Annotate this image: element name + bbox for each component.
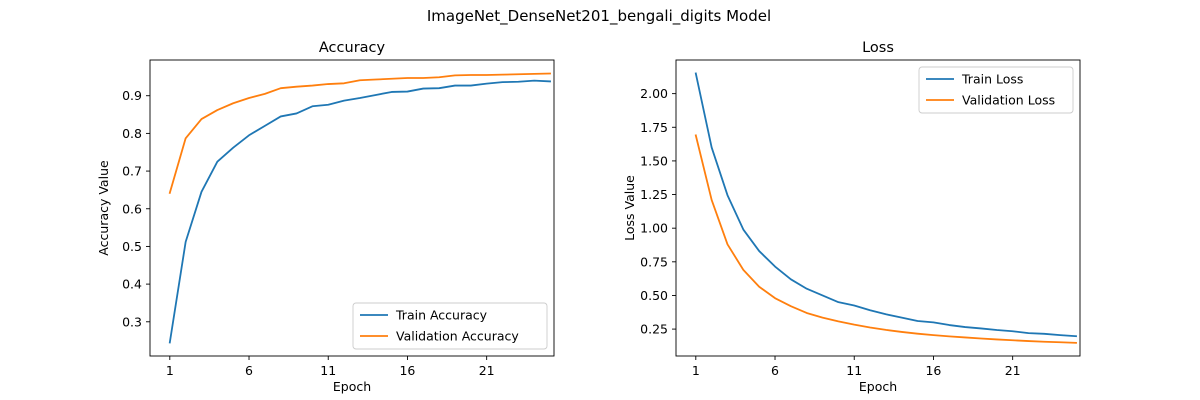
loss-y-tick-label: 1.00: [640, 221, 668, 236]
accuracy-legend-label-2: Validation Accuracy: [396, 329, 519, 344]
loss-x-tick-label: 1: [692, 363, 700, 378]
loss-legend-box: [918, 66, 1074, 114]
accuracy-legend-box: [352, 302, 548, 350]
loss-legend-label-1: Train Loss: [961, 72, 1023, 87]
loss-x-tick-label: 21: [1005, 363, 1021, 378]
accuracy-y-tick-label: 0.5: [122, 239, 142, 254]
accuracy-y-tick-label: 0.4: [122, 277, 142, 292]
loss-y-axis-label: Loss Value: [622, 175, 637, 241]
loss-x-tick-label: 6: [771, 363, 779, 378]
accuracy-y-axis-label: Accuracy Value: [96, 160, 111, 256]
loss-chart: 1 6 11 16 210.250.500.751.001.251.501.752.00…: [622, 40, 1081, 394]
loss-series-line-2: [694, 134, 1077, 344]
loss-legend-label-2: Validation Loss: [962, 93, 1055, 108]
accuracy-y-tick-label: 0.8: [122, 126, 142, 141]
accuracy-series-line-1: [168, 79, 551, 344]
loss-y-tick-label: 1.50: [640, 153, 668, 168]
loss-x-tick-label: 11: [846, 363, 862, 378]
accuracy-x-axis-label: Epoch: [333, 379, 371, 394]
accuracy-y-tick-label: 0.7: [122, 164, 142, 179]
accuracy-y-tick-label: 0.9: [122, 88, 142, 103]
loss-x-tick-label: 16: [925, 363, 941, 378]
accuracy-x-tick-label: 6: [245, 363, 253, 378]
accuracy-chart: 1 6 11 16 210.30.40.50.60.70.80.9AccuracyEpo…: [96, 40, 555, 394]
loss-y-tick-label: 0.50: [640, 288, 668, 303]
loss-chart-title: Loss: [862, 40, 894, 56]
accuracy-x-tick-label: 11: [320, 363, 336, 378]
accuracy-series-line-2: [168, 72, 551, 195]
loss-y-tick-label: 1.25: [640, 187, 668, 202]
accuracy-x-tick-label: 16: [399, 363, 415, 378]
loss-x-axis-label: Epoch: [859, 379, 897, 394]
loss-plot-frame: [675, 59, 1081, 357]
accuracy-plot-frame: [149, 59, 555, 357]
loss-y-tick-label: 0.25: [640, 322, 668, 337]
accuracy-chart-title: Accuracy: [319, 40, 386, 56]
accuracy-legend-label-1: Train Accuracy: [395, 308, 488, 323]
loss-y-tick-label: 1.75: [640, 120, 668, 135]
loss-y-tick-label: 0.75: [640, 254, 668, 269]
accuracy-x-tick-label: 21: [479, 363, 495, 378]
accuracy-y-tick-label: 0.3: [122, 314, 142, 329]
accuracy-x-tick-label: 1: [166, 363, 174, 378]
figure-title: ImageNet_DenseNet201_bengali_digits Mode…: [427, 7, 771, 26]
loss-series-line-1: [694, 72, 1077, 338]
accuracy-y-tick-label: 0.6: [122, 201, 142, 216]
loss-y-tick-label: 2.00: [640, 86, 668, 101]
